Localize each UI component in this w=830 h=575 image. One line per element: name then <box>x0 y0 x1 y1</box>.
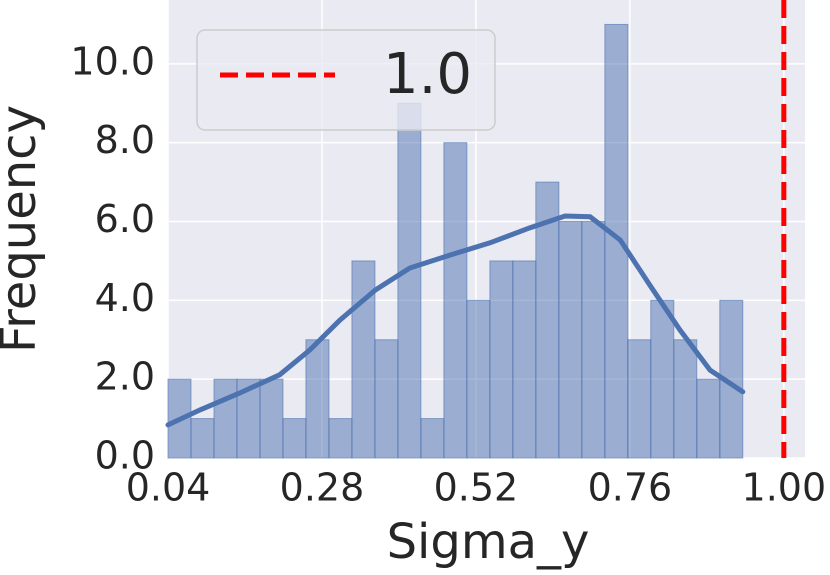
bar <box>696 378 721 459</box>
legend-label: 1.0 <box>383 42 472 107</box>
bar <box>627 339 652 459</box>
y-tick-label: 10.0 <box>70 39 155 83</box>
bar <box>420 418 445 459</box>
bar <box>374 339 399 459</box>
y-axis-label: Frequency <box>0 105 47 353</box>
x-tick-label: 1.00 <box>742 466 827 510</box>
y-tick-label: 6.0 <box>95 197 155 241</box>
x-tick-label: 0.28 <box>280 466 365 510</box>
x-tick-label: 0.76 <box>588 466 673 510</box>
y-tick-label: 8.0 <box>95 118 155 162</box>
bar <box>328 418 353 459</box>
bar <box>673 339 698 459</box>
y-tick-label: 2.0 <box>95 355 155 399</box>
y-tick-label: 4.0 <box>95 276 155 320</box>
y-tick-label: 0.0 <box>95 434 155 478</box>
bar <box>604 23 629 459</box>
bar <box>282 418 307 459</box>
bar <box>581 221 606 459</box>
x-tick-label: 0.52 <box>434 466 519 510</box>
bar <box>259 378 284 459</box>
bar <box>305 339 330 459</box>
bar <box>213 378 238 459</box>
x-tick-label: 0.04 <box>126 466 211 510</box>
bar <box>558 221 583 459</box>
bar <box>190 418 215 459</box>
bar <box>650 299 675 459</box>
legend-box <box>196 29 496 131</box>
kde-line <box>165 213 746 428</box>
bar <box>397 102 422 459</box>
bar <box>489 260 514 459</box>
bar <box>443 142 468 459</box>
bar <box>466 299 491 459</box>
x-axis-label: Sigma_y <box>387 514 590 570</box>
bar <box>512 260 537 459</box>
